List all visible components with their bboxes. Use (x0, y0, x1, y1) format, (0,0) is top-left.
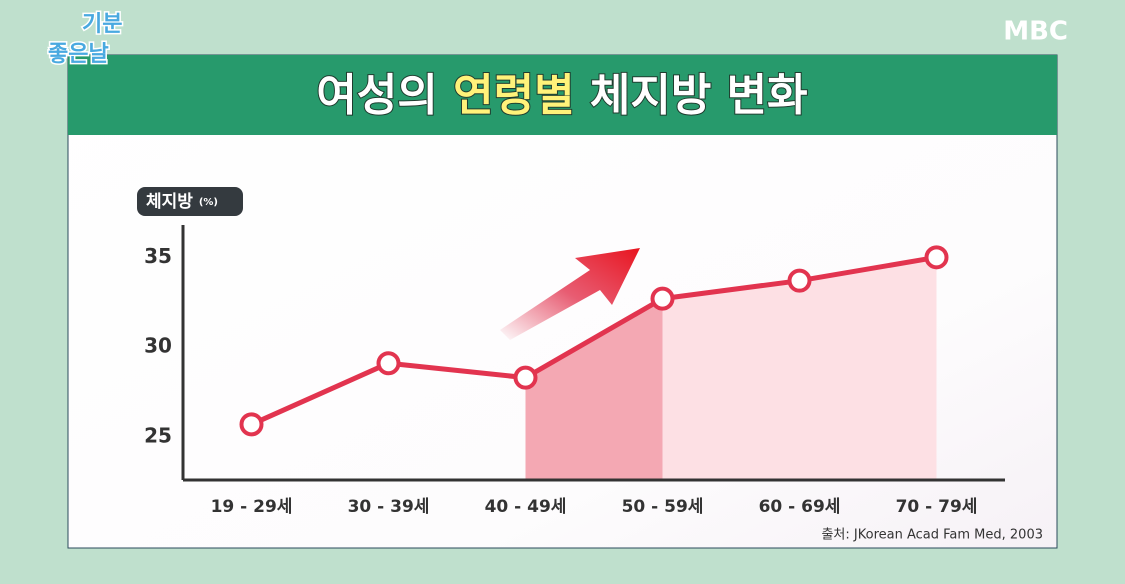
highlight-area (525, 298, 663, 480)
x-tick-label: 50 - 59세 (622, 497, 704, 517)
y-label-box (137, 187, 243, 216)
highlight-area (662, 257, 937, 480)
data-point (650, 286, 675, 311)
x-tick-label: 40 - 49세 (485, 497, 567, 517)
data-line (250, 254, 937, 427)
x-tick-label: 30 - 39세 (348, 497, 430, 517)
x-tick-label: 60 - 69세 (759, 497, 841, 517)
title-bar (68, 55, 1057, 135)
y-tick-label: 30 (144, 334, 172, 358)
logo-line1: 기분 (82, 12, 122, 37)
data-point (376, 351, 401, 376)
data-point (924, 245, 949, 270)
y-tick-label: 35 (144, 244, 172, 268)
trend-arrow (500, 248, 640, 340)
broadcaster-logo: MBC (1003, 17, 1068, 47)
y-tick-label: 25 (144, 423, 172, 447)
chart-title: 여성의 연령별 체지방 변화 (316, 70, 807, 121)
data-point (513, 365, 538, 390)
source-note: 출처: JKorean Acad Fam Med, 2003 (821, 528, 1043, 543)
x-tick-label: 70 - 79세 (896, 497, 978, 517)
plot-area: 25 30 35 19 - 29세 30 - 39세 40 - 49세 50 - 59세 60… (144, 225, 1005, 517)
logo-line2: 좋은날 (48, 42, 109, 67)
data-point (787, 268, 812, 293)
x-tick-label: 19 - 29세 (211, 497, 293, 517)
data-point (239, 412, 264, 437)
y-axis-label: 체지방 (%) (146, 192, 218, 212)
